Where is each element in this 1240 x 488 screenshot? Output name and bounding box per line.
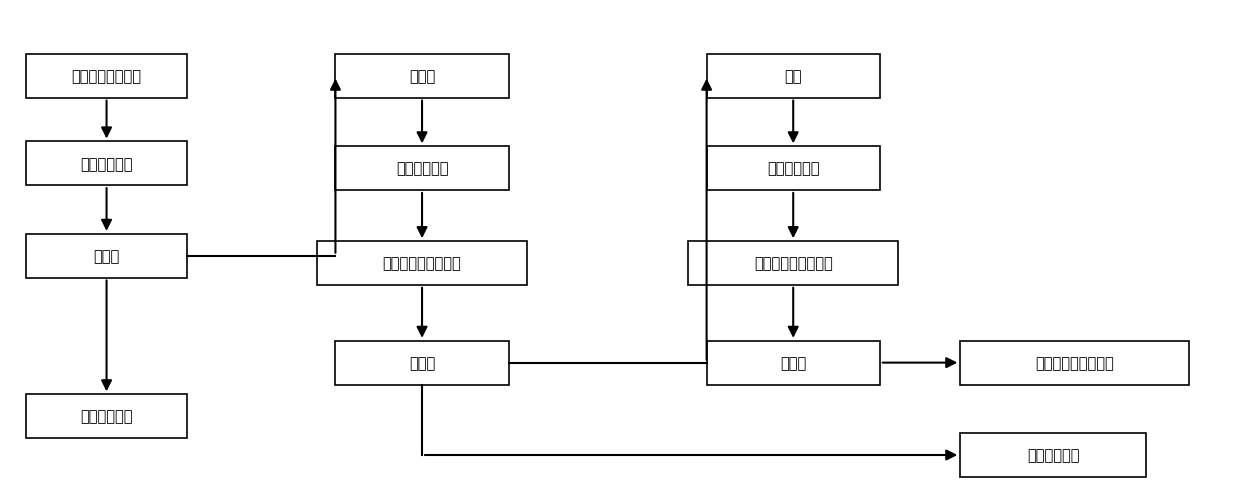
Text: 压滤机: 压滤机 [780, 355, 806, 370]
Text: 单效蒸发系统: 单效蒸发系统 [768, 162, 820, 176]
Text: 浓缩液结晶系统前段: 浓缩液结晶系统前段 [383, 256, 461, 271]
FancyBboxPatch shape [26, 142, 187, 186]
FancyBboxPatch shape [688, 242, 898, 285]
FancyBboxPatch shape [707, 55, 880, 99]
Text: 压滤机: 压滤机 [409, 355, 435, 370]
FancyBboxPatch shape [26, 55, 187, 99]
FancyBboxPatch shape [26, 394, 187, 438]
FancyBboxPatch shape [707, 147, 880, 191]
Text: 离心机: 离心机 [93, 249, 120, 264]
Text: 离心液: 离心液 [409, 69, 435, 84]
FancyBboxPatch shape [336, 55, 508, 99]
FancyBboxPatch shape [707, 341, 880, 385]
Text: 七水硫酸亚铁: 七水硫酸亚铁 [81, 409, 133, 424]
Text: 二效蒸发系统: 二效蒸发系统 [396, 162, 449, 176]
Text: 滤液: 滤液 [785, 69, 802, 84]
FancyBboxPatch shape [317, 242, 527, 285]
Text: 滤液去回收酸收集罐: 滤液去回收酸收集罐 [1035, 355, 1114, 370]
Text: 固体去后处理: 固体去后处理 [1027, 447, 1079, 463]
FancyBboxPatch shape [26, 234, 187, 278]
FancyBboxPatch shape [336, 147, 508, 191]
Text: 钓白粉废硫酸原液: 钓白粉废硫酸原液 [72, 69, 141, 84]
FancyBboxPatch shape [960, 433, 1146, 477]
FancyBboxPatch shape [960, 341, 1189, 385]
FancyBboxPatch shape [336, 341, 508, 385]
Text: 原液结晶系统: 原液结晶系统 [81, 157, 133, 171]
Text: 浓缩液结晶系统后段: 浓缩液结晶系统后段 [754, 256, 832, 271]
